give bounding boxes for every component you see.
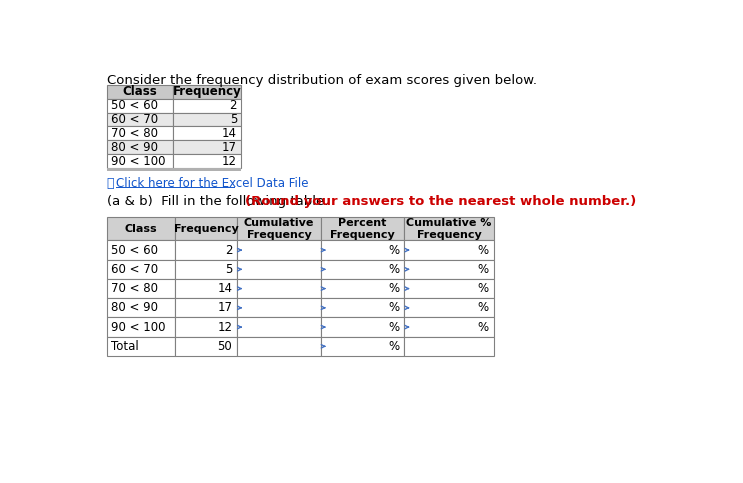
Bar (404, 317, 493, 337)
Bar (321, 317, 404, 337)
Bar (237, 241, 321, 260)
Text: %: % (478, 282, 489, 295)
Text: 12: 12 (218, 321, 233, 334)
Text: (a & b)  Fill in the following table.: (a & b) Fill in the following table. (107, 196, 332, 209)
Text: 2: 2 (225, 243, 233, 256)
Bar (404, 337, 493, 356)
Bar (237, 279, 321, 298)
Bar (237, 217, 321, 241)
Bar (237, 337, 321, 356)
Text: 50: 50 (218, 340, 233, 353)
Text: Frequency: Frequency (174, 224, 239, 234)
Text: %: % (389, 340, 400, 353)
Bar (107, 113, 172, 127)
Text: Total: Total (111, 340, 139, 353)
Text: 90 < 100: 90 < 100 (111, 321, 166, 334)
Bar (172, 85, 241, 99)
Text: Class: Class (123, 85, 157, 99)
Bar (321, 217, 404, 241)
Text: 2: 2 (230, 99, 237, 112)
Text: 50 < 60: 50 < 60 (111, 99, 158, 112)
Bar (175, 317, 237, 337)
Text: 5: 5 (225, 263, 233, 276)
Text: 14: 14 (218, 282, 233, 295)
Text: 17: 17 (222, 141, 237, 154)
Bar (107, 260, 175, 279)
Text: Cumulative %
Frequency: Cumulative % Frequency (406, 218, 492, 240)
Text: 60 < 70: 60 < 70 (111, 113, 158, 126)
Bar (172, 99, 241, 113)
Bar (172, 113, 241, 127)
Bar (107, 298, 175, 317)
Text: %: % (389, 243, 400, 256)
Bar (172, 127, 241, 141)
Text: Consider the frequency distribution of exam scores given below.: Consider the frequency distribution of e… (107, 74, 537, 87)
Bar (107, 99, 172, 113)
Bar (107, 154, 172, 168)
Bar (321, 298, 404, 317)
Text: %: % (478, 243, 489, 256)
Text: 70 < 80: 70 < 80 (111, 127, 158, 140)
Text: Class: Class (125, 224, 158, 234)
Bar (107, 279, 175, 298)
Bar (237, 298, 321, 317)
Bar (175, 260, 237, 279)
Bar (175, 217, 237, 241)
Bar (107, 168, 241, 171)
Bar (404, 260, 493, 279)
Bar (172, 154, 241, 168)
Bar (107, 217, 175, 241)
Bar (237, 317, 321, 337)
Text: 12: 12 (222, 155, 237, 168)
Text: 90 < 100: 90 < 100 (111, 155, 165, 168)
Bar (404, 217, 493, 241)
Bar (107, 337, 175, 356)
Text: %: % (389, 321, 400, 334)
Text: Click here for the Excel Data File: Click here for the Excel Data File (116, 177, 308, 190)
Bar (321, 241, 404, 260)
Text: 70 < 80: 70 < 80 (111, 282, 158, 295)
Text: %: % (389, 282, 400, 295)
Text: 50 < 60: 50 < 60 (111, 243, 158, 256)
Bar (404, 279, 493, 298)
Bar (107, 141, 172, 154)
Text: ⎙: ⎙ (107, 177, 114, 190)
Text: Frequency: Frequency (172, 85, 241, 99)
Text: (Round your answers to the nearest whole number.): (Round your answers to the nearest whole… (244, 196, 636, 209)
Text: %: % (389, 263, 400, 276)
Text: Cumulative
Frequency: Cumulative Frequency (244, 218, 314, 240)
Text: %: % (389, 301, 400, 314)
Text: 80 < 90: 80 < 90 (111, 141, 158, 154)
Bar (404, 241, 493, 260)
Bar (404, 298, 493, 317)
Bar (172, 141, 241, 154)
Bar (321, 260, 404, 279)
Text: %: % (478, 321, 489, 334)
Bar (321, 337, 404, 356)
Bar (107, 127, 172, 141)
Text: 14: 14 (222, 127, 237, 140)
Text: 17: 17 (218, 301, 233, 314)
Bar (175, 298, 237, 317)
Bar (175, 241, 237, 260)
Bar (175, 337, 237, 356)
Bar (321, 279, 404, 298)
Text: %: % (478, 301, 489, 314)
Text: 60 < 70: 60 < 70 (111, 263, 158, 276)
Text: %: % (478, 263, 489, 276)
Bar (237, 260, 321, 279)
Bar (175, 279, 237, 298)
Bar (107, 241, 175, 260)
Text: Percent
Frequency: Percent Frequency (330, 218, 395, 240)
Text: 5: 5 (230, 113, 237, 126)
Bar (107, 85, 172, 99)
Bar (107, 317, 175, 337)
Text: 80 < 90: 80 < 90 (111, 301, 158, 314)
